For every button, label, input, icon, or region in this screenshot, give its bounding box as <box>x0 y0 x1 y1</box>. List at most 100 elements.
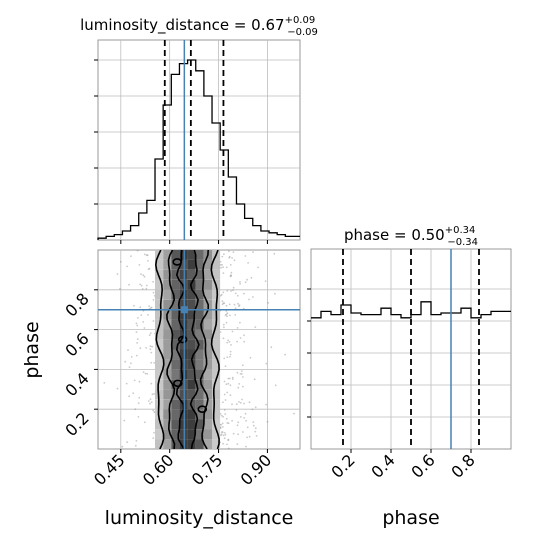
density-cell <box>163 269 172 280</box>
sample-point <box>239 321 241 324</box>
sample-point <box>228 377 231 380</box>
panel-frame-ld <box>97 39 301 241</box>
sample-point <box>153 361 156 364</box>
density-cell <box>203 279 212 290</box>
sample-point <box>119 260 122 263</box>
density-cell <box>171 319 180 330</box>
sample-point <box>225 310 228 312</box>
sample-point <box>130 255 132 257</box>
sample-point <box>142 371 145 373</box>
sample-point <box>229 264 232 266</box>
sample-point <box>233 259 236 262</box>
sample-point <box>153 431 155 434</box>
density-cell <box>171 439 180 449</box>
density-cell <box>163 379 172 390</box>
density-cell <box>195 379 204 390</box>
contour-left-2 <box>175 250 186 449</box>
sample-point <box>226 356 229 358</box>
contour-island-1 <box>177 335 188 344</box>
sample-point <box>222 272 225 274</box>
sample-point <box>254 430 257 433</box>
sample-point <box>227 447 230 449</box>
sample-point <box>242 385 244 388</box>
sample-point <box>225 313 228 316</box>
density-cell <box>195 329 204 340</box>
density-cell <box>179 299 188 310</box>
contour-island-2 <box>173 379 183 388</box>
contour-left-1 <box>166 250 176 449</box>
density-cell <box>171 329 180 340</box>
sample-point <box>152 320 155 322</box>
quantile-lines-ld <box>163 40 225 240</box>
sample-point <box>231 330 234 333</box>
density-cell <box>187 279 196 290</box>
tick-label-phase-x-0: 0.2 <box>327 450 358 481</box>
sample-point <box>247 262 250 264</box>
sample-point <box>252 251 254 254</box>
density-cell <box>155 329 164 340</box>
tick-label-phase-y-3: 0.8 <box>61 289 92 320</box>
contour-island-0 <box>172 258 182 266</box>
contour-right-0 <box>210 250 220 449</box>
sample-point <box>222 401 224 404</box>
sample-point <box>153 411 156 413</box>
density-cell <box>171 309 180 320</box>
density-cell <box>179 379 188 390</box>
density-cell <box>187 379 196 390</box>
sample-point <box>224 433 227 436</box>
density-cell <box>212 259 221 270</box>
sample-point <box>223 357 226 360</box>
sample-point <box>270 346 273 349</box>
sample-point <box>236 340 239 343</box>
sample-point <box>252 296 254 298</box>
sample-point <box>140 273 142 276</box>
sample-point <box>149 402 151 405</box>
sample-point <box>266 420 269 423</box>
sample-point <box>144 421 146 424</box>
density-cell <box>155 429 164 439</box>
density-cell <box>203 359 212 370</box>
sample-point <box>223 437 226 440</box>
density-cell <box>179 289 188 300</box>
density-cell <box>155 369 164 380</box>
density-cell <box>203 309 212 320</box>
sample-point <box>246 426 249 429</box>
sample-point <box>147 314 149 316</box>
sample-point <box>236 443 239 445</box>
density-cell <box>203 369 212 380</box>
density-cell <box>179 309 188 320</box>
tick-label-ld-x-1: 0.60 <box>139 450 178 489</box>
sample-point <box>229 314 231 317</box>
density-cell <box>179 419 188 429</box>
sample-point <box>229 394 232 397</box>
density-cell <box>187 289 196 300</box>
sample-point <box>222 323 225 326</box>
marginal-luminosity-distance: luminosity_distance = 0.67+0.09 −0.09 <box>80 15 318 244</box>
sample-point <box>243 334 245 337</box>
sample-point <box>252 424 255 427</box>
sample-point <box>242 376 244 378</box>
density-cell <box>203 379 212 390</box>
sample-point <box>234 314 237 316</box>
sample-point <box>249 356 252 359</box>
sample-point <box>238 304 241 306</box>
density-cell <box>187 259 196 270</box>
sample-point <box>246 278 249 281</box>
sample-point <box>229 275 232 278</box>
density-cell <box>187 409 196 420</box>
sample-point <box>219 294 222 297</box>
sample-point <box>239 281 241 283</box>
sample-point <box>243 402 245 405</box>
density-cell <box>187 250 196 260</box>
density-cell <box>163 389 172 400</box>
sample-point <box>141 288 144 290</box>
sample-point <box>246 436 249 439</box>
density-cell <box>171 349 180 360</box>
density-cell <box>171 389 180 400</box>
density-cell <box>203 409 212 420</box>
sample-point <box>150 351 153 354</box>
sample-point <box>147 268 150 271</box>
density-cell <box>195 269 204 280</box>
sample-point <box>243 340 246 343</box>
density-cell <box>155 359 164 370</box>
